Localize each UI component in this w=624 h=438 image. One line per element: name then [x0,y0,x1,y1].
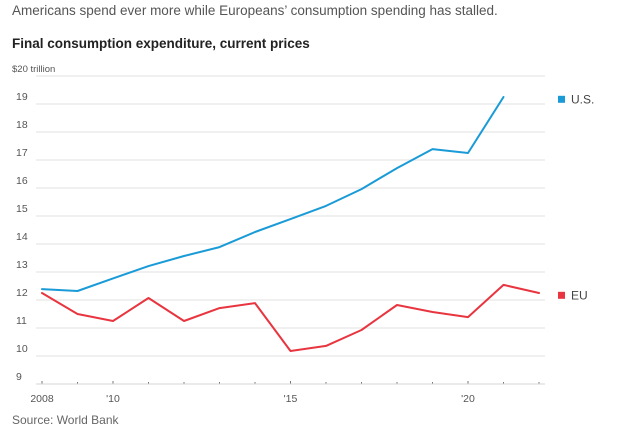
gridlines [36,75,545,385]
x-tick-label: '10 [106,393,120,405]
legend: U.S. EU [558,92,594,302]
y-tick-label: 16 [16,175,28,187]
y-tick-label: 11 [16,315,27,327]
y-tick-label: 17 [16,147,28,159]
legend-label-eu: EU [571,288,588,302]
y-tick-label: 12 [16,287,28,299]
y-axis-ticks: 9 10 11 12 13 14 15 16 17 18 19 $20 trillion [12,64,55,383]
x-axis: 2008 '10 '15 '20 [30,381,540,405]
x-tick-label: '20 [461,393,475,405]
series-line-us [41,96,505,292]
series-lines [41,96,540,352]
chart-title: Final consumption expenditure, current p… [12,36,310,51]
y-tick-label: 15 [16,203,28,215]
y-tick-label: 13 [16,259,28,271]
series-line-eu [41,283,540,352]
legend-label-us: U.S. [571,92,594,106]
y-tick-label: 10 [16,343,28,355]
source-note: Source: World Bank [12,413,119,427]
chart-subtitle: Americans spend ever more while European… [12,3,498,18]
y-tick-label: 18 [16,119,28,131]
legend-swatch-us [558,95,565,103]
y-tick-label: 14 [16,231,28,243]
y-tick-label: $20 trillion [12,64,55,75]
y-tick-label: 19 [16,91,28,103]
legend-swatch-eu [558,291,565,299]
x-tick-label: 2008 [30,393,54,405]
y-tick-label: 9 [16,371,22,383]
x-tick-label: '15 [284,393,298,405]
